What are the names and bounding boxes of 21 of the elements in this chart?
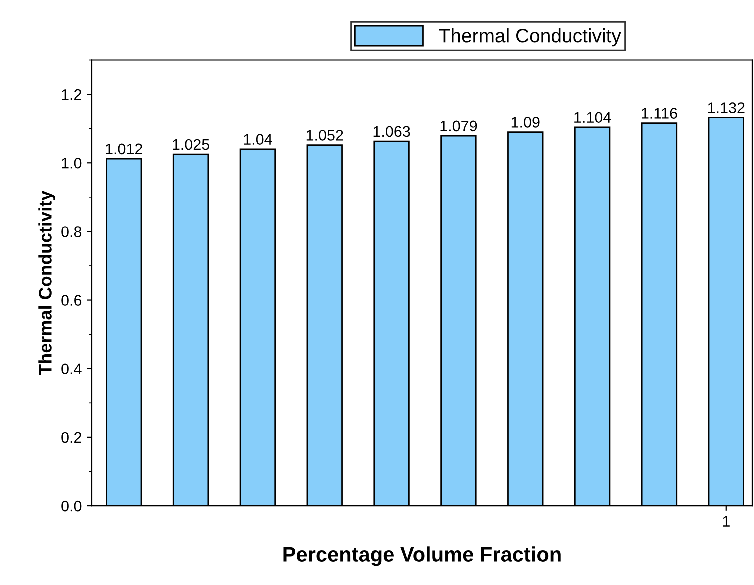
y-tick-label: 0.4 bbox=[62, 364, 82, 375]
data-label: 1.04 bbox=[244, 134, 272, 145]
y-axis-title: Thermal Conductivity bbox=[38, 190, 56, 376]
y-tick-label: 1.0 bbox=[62, 158, 82, 169]
y-tick-label: 0.2 bbox=[62, 432, 82, 444]
y-tick-label: 0.0 bbox=[62, 500, 82, 512]
x-axis-title: Percentage Volume Fraction bbox=[284, 546, 561, 566]
data-label: 1.09 bbox=[512, 117, 540, 128]
data-label: 1.079 bbox=[440, 120, 478, 132]
x-tick-label: 1 bbox=[723, 516, 730, 527]
y-tick-label: 0.8 bbox=[62, 226, 82, 238]
y-tick-label: 0.6 bbox=[62, 295, 82, 306]
data-label: 1.012 bbox=[106, 144, 142, 155]
data-label: 1.132 bbox=[708, 102, 745, 114]
data-label: 1.025 bbox=[173, 139, 210, 150]
data-label: 1.104 bbox=[574, 112, 612, 124]
y-tick-label: 1.2 bbox=[62, 89, 82, 100]
data-label: 1.116 bbox=[642, 108, 678, 119]
legend-label: Thermal Conductivity bbox=[439, 28, 622, 47]
data-label: 1.063 bbox=[374, 126, 410, 138]
data-label: 1.052 bbox=[306, 130, 344, 141]
